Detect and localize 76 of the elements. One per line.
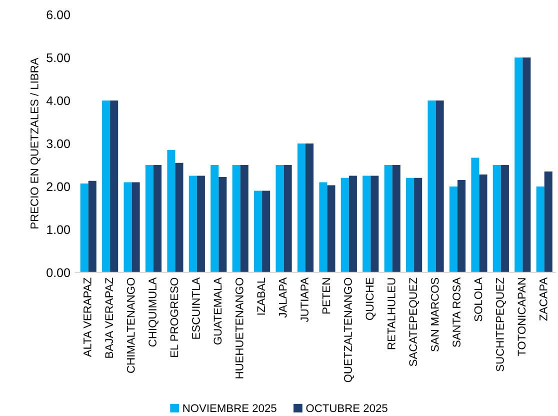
x-tick-label: PETEN	[322, 278, 330, 314]
bar	[218, 177, 227, 272]
x-tick-label: RETALHULEU	[388, 278, 396, 350]
bar	[306, 144, 314, 272]
bar	[88, 180, 96, 272]
bar	[348, 176, 357, 272]
y-tick-label: 4.00	[46, 96, 70, 106]
x-tick-label: QUICHE	[366, 278, 376, 320]
bar	[536, 186, 544, 272]
x-tick-label: EL PROGRESO	[170, 278, 178, 357]
bar	[254, 190, 262, 272]
x-tick-label: SOLOLA	[474, 277, 482, 322]
bar	[500, 165, 509, 272]
bar	[262, 190, 270, 272]
bar	[522, 58, 531, 272]
x-tick-label: SACATEPEQUEZ	[409, 278, 420, 366]
bar	[167, 150, 176, 272]
bar	[327, 185, 336, 272]
bar	[479, 174, 488, 272]
y-tick-label: 3.00	[46, 139, 70, 148]
bar	[428, 100, 436, 272]
x-tick-label: JUTIAPA	[300, 277, 308, 322]
legend-label: OCTUBRE 2025	[306, 404, 388, 412]
y-tick-label: 1.00	[47, 225, 70, 234]
y-tick-label: 2.00	[46, 182, 70, 192]
x-tick-label: ZACAPA	[539, 277, 548, 321]
bar	[471, 158, 480, 272]
bar	[319, 182, 328, 272]
bar	[544, 171, 552, 272]
bar	[154, 165, 162, 272]
bar	[132, 182, 140, 272]
bar	[406, 178, 414, 272]
y-tick-label: 5.00	[46, 53, 70, 62]
bar	[145, 165, 154, 272]
bar	[362, 176, 371, 272]
bar	[196, 176, 205, 272]
x-tick-label: JALAPA	[279, 277, 287, 318]
bar	[276, 165, 284, 272]
x-tick-label: HUEHUETENANGO	[235, 278, 244, 378]
bar	[175, 162, 184, 272]
x-tick-label: QUETZALTENANGO	[344, 278, 354, 382]
bar	[188, 176, 197, 272]
x-tick-label: CHIMALTENANGO	[126, 278, 135, 373]
y-tick-label: 0.00	[46, 268, 70, 278]
legend-label: NOVIEMBRE 2025	[183, 404, 276, 412]
bar	[492, 165, 501, 272]
x-tick-label: ALTA VERAPAZ	[84, 278, 92, 357]
bar	[514, 58, 523, 272]
bar	[232, 165, 240, 272]
bar	[340, 178, 349, 272]
bar	[80, 184, 88, 272]
x-tick-label: ESCUINTLA	[192, 277, 200, 339]
x-tick-label: IZABAL	[257, 278, 265, 315]
bar	[297, 144, 306, 272]
bar	[284, 165, 292, 272]
y-axis-title: PRECIO EN QUETZALES / LIBRA	[30, 58, 40, 228]
bar	[392, 165, 400, 272]
x-tick-label: SUCHITEPEQUEZ	[496, 278, 506, 372]
x-tick-label: SAN MARCOS	[430, 278, 439, 352]
bar	[436, 100, 444, 272]
x-tick-label: SANTA ROSA	[452, 277, 460, 348]
y-tick-label: 6.00	[46, 10, 70, 20]
bar	[370, 176, 379, 272]
bar	[240, 165, 248, 272]
bar	[449, 186, 458, 272]
x-tick-label: BAJA VERAPAZ	[105, 278, 114, 358]
bar	[414, 178, 422, 272]
bar	[110, 100, 118, 272]
bar	[102, 100, 110, 272]
bar	[384, 165, 392, 272]
x-tick-label: GUATEMALA	[214, 277, 222, 344]
bar	[457, 180, 466, 272]
bar	[124, 182, 132, 272]
x-tick-label: CHIQUIMULA	[148, 277, 158, 347]
bar	[210, 165, 219, 272]
x-tick-label: TOTONICAPAN	[518, 278, 526, 356]
